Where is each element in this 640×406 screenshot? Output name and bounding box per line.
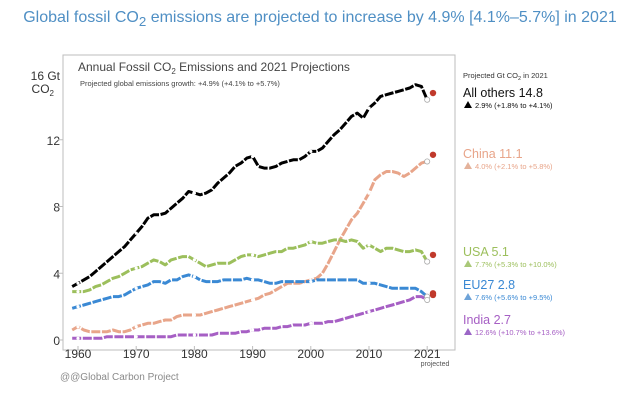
data-point-china: [192, 313, 196, 317]
x-tick-label: 1980: [181, 347, 208, 361]
data-point-usa: [192, 258, 196, 262]
chart-subtitle: Projected global emissions growth: +4.9%…: [80, 79, 280, 88]
data-point-eu27: [134, 286, 138, 290]
data-point-india: [192, 333, 196, 337]
headline-text: Global fossil CO: [23, 9, 139, 26]
data-point-china: [250, 298, 255, 302]
legend-growth-china: 4.0% (+2.1% to +5.8%): [475, 162, 553, 171]
data-point-eu27: [309, 279, 313, 284]
x-axis-projected-label: projected: [421, 361, 450, 368]
x-axis-ticks: 1960 1970 1980 1990 2000 2010 2021: [65, 346, 441, 361]
marker-2020-india: [424, 296, 431, 303]
series-line-eu27: [71, 273, 429, 310]
data-point-india: [76, 336, 80, 340]
x-tick-label: 1960: [65, 347, 92, 361]
x-tick-label: 1990: [239, 347, 266, 361]
chart-title: Annual Fossil CO2 Emissions and 2021 Pro…: [78, 60, 350, 76]
y-tick-label: 8: [53, 201, 60, 215]
legend-growth-usa: 7.7% (+5.3% to +10.0%): [475, 260, 557, 269]
marker-2020-all others: [424, 96, 431, 103]
data-point-usa: [367, 243, 371, 247]
legend: All others 14.82.9% (+1.8% to +4.1%) Chin…: [463, 86, 566, 337]
legend-label-india: India 2.7: [463, 313, 511, 327]
data-point-india: [134, 335, 138, 339]
series-line-china: [71, 159, 428, 334]
x-tick-label: 2000: [297, 347, 324, 361]
data-point-all others: [76, 281, 80, 285]
data-point-india: [309, 321, 313, 325]
triangle-icon: [464, 293, 472, 300]
data-point-eu27: [192, 274, 196, 279]
triangle-icon: [464, 260, 472, 267]
projection-2021-usa: [429, 251, 437, 259]
legend-header: Projected Gt CO2 in 2021: [463, 71, 548, 82]
data-point-all others: [309, 149, 313, 154]
projection-2021-china: [429, 151, 437, 158]
data-point-all others: [134, 231, 138, 235]
data-point-eu27: [250, 278, 255, 282]
legend-growth-all others: 2.9% (+1.8% to +4.1%): [475, 101, 553, 110]
projection-2021-all others: [429, 89, 437, 97]
data-point-usa: [134, 266, 138, 270]
data-point-usa: [250, 253, 255, 257]
x-tick-label: 2010: [356, 347, 383, 361]
legend-label-china: China 11.1: [463, 147, 523, 161]
data-point-china: [134, 325, 138, 329]
data-point-eu27: [76, 305, 80, 309]
legend-label-all others: All others 14.8: [463, 86, 543, 100]
triangle-icon: [464, 328, 472, 335]
data-point-india: [367, 310, 371, 314]
data-point-india: [250, 328, 255, 332]
triangle-icon: [464, 162, 472, 169]
y-axis-unit: CO2: [32, 82, 55, 98]
credit-text: @@Global Carbon Project: [60, 372, 179, 383]
y-axis-ticks: 0 4 8 12: [47, 134, 63, 348]
data-point-china: [76, 325, 80, 329]
series-markers: [424, 89, 437, 303]
data-point-china: [367, 191, 371, 195]
y-axis-top-label: 16 Gt: [31, 69, 61, 83]
y-tick-label: 4: [53, 267, 60, 281]
data-point-all others: [192, 191, 196, 195]
marker-2020-usa: [424, 258, 431, 265]
legend-label-eu27: EU27 2.8: [463, 278, 515, 292]
x-tick-label: 1970: [123, 347, 150, 361]
data-point-usa: [76, 290, 80, 294]
legend-growth-india: 12.6% (+10.7% to +13.6%): [475, 328, 566, 337]
data-point-usa: [309, 239, 313, 244]
y-tick-label: 0: [53, 334, 60, 348]
data-point-all others: [367, 106, 371, 110]
data-point-eu27: [367, 281, 371, 285]
projection-2021-india: [429, 291, 437, 299]
y-tick-label: 12: [47, 134, 61, 148]
series-lines: [71, 83, 429, 340]
legend-growth-eu27: 7.6% (+5.6% to +9.5%): [475, 293, 553, 302]
series-line-all others: [71, 83, 429, 288]
data-point-all others: [250, 154, 255, 159]
triangle-icon: [464, 101, 472, 108]
chart-frame: [62, 54, 456, 351]
headline-subscript: 2: [138, 14, 147, 30]
marker-2020-china: [424, 158, 431, 165]
legend-label-usa: USA 5.1: [463, 245, 509, 259]
x-tick-label: 2021: [414, 347, 441, 361]
headline: Global fossil CO2 emissions are projecte…: [0, 9, 640, 29]
headline-text-end: emissions are projected to increase by 4…: [146, 9, 617, 26]
